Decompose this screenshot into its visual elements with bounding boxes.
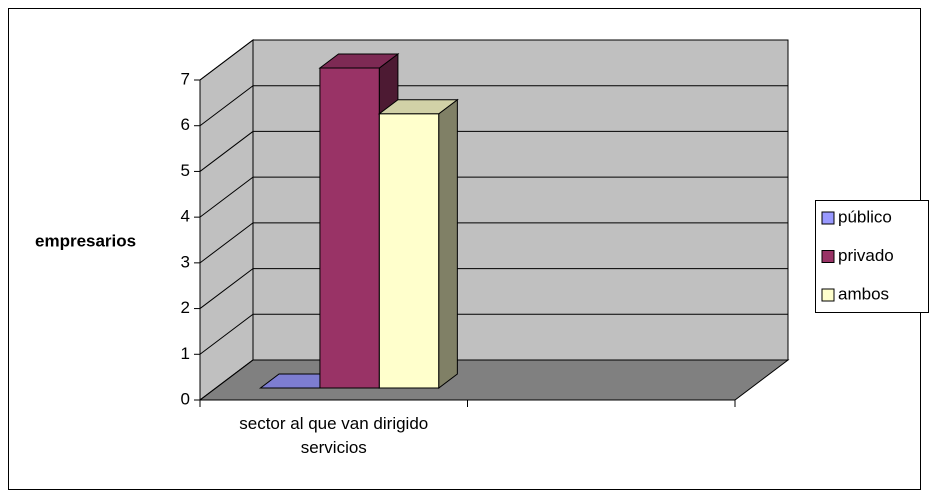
y-tick-label: 2 [181, 298, 190, 317]
y-tick-label: 6 [181, 115, 190, 134]
legend-swatch [821, 250, 835, 263]
legend-swatch [821, 211, 835, 225]
bar-top [377, 99, 459, 115]
y-tick-label: 0 [181, 389, 190, 408]
grid-line [199, 130, 788, 172]
bar-top [318, 53, 400, 69]
x-tick-label: sector al que van dirigido servicios [239, 414, 429, 457]
y-tick-label: 5 [181, 161, 190, 180]
legend-swatch [821, 288, 835, 302]
grid-line [199, 222, 788, 264]
legend-label: privado [838, 246, 894, 265]
y-tick-label: 7 [181, 69, 190, 88]
legend-label: público [838, 207, 892, 226]
grid-line [199, 85, 788, 127]
grid-line [199, 39, 788, 81]
grid-line [199, 359, 788, 401]
y-tick-label: 4 [181, 207, 190, 226]
bar-front [378, 113, 440, 389]
bar-front [319, 67, 380, 389]
side-wall [199, 38, 254, 402]
y-axis-title: empresarios [35, 231, 136, 250]
y-tick-label: 1 [181, 344, 190, 363]
legend-label: ambos [838, 284, 889, 303]
y-tick-label: 3 [181, 252, 190, 271]
grid-line [199, 268, 788, 309]
grid-line [199, 176, 788, 218]
grid-line [199, 313, 788, 355]
bar-side [438, 98, 458, 390]
